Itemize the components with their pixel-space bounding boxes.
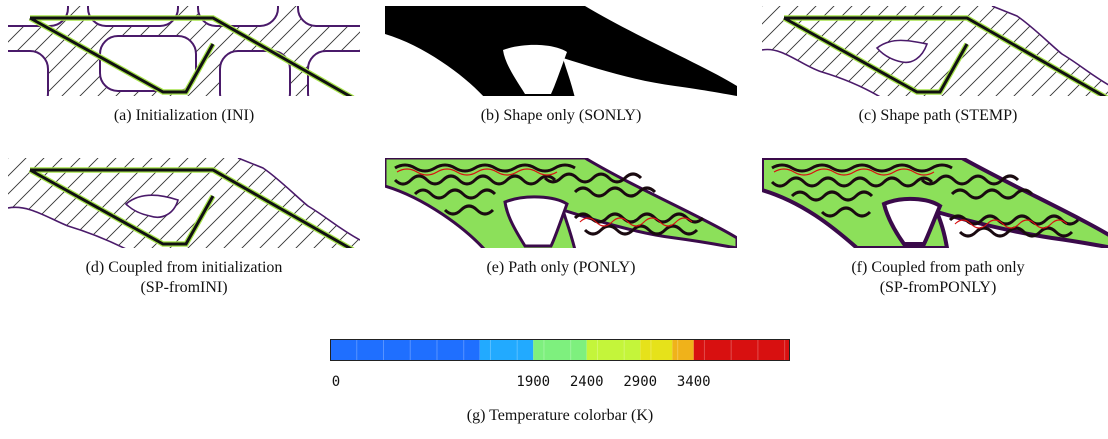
boundary	[237, 158, 360, 241]
boundary	[8, 206, 126, 248]
scan-path	[783, 16, 1107, 96]
hot-track	[773, 168, 1068, 229]
hot-track	[396, 168, 693, 227]
colorbar-border	[330, 339, 790, 361]
caption-f: (f) Coupled from path only (SP-fromPONLY…	[762, 258, 1108, 298]
shape-hole	[503, 195, 569, 248]
colorbar-segment	[672, 339, 694, 361]
boundary	[991, 6, 1108, 86]
caption-d-line1: (d) Coupled from initialization	[85, 259, 283, 276]
colorbar-segment	[533, 339, 587, 361]
scan-path	[29, 16, 353, 96]
caption-d: (d) Coupled from initialization (SP-from…	[8, 258, 360, 298]
hatch-fill	[762, 6, 1108, 96]
panel-e-path-only	[385, 158, 737, 248]
shape-hole	[881, 197, 943, 246]
shape-hole	[875, 39, 929, 64]
colorbar-segment	[586, 339, 641, 361]
panel-a-initialization	[8, 6, 360, 96]
colorbar-tick-label: 1900	[516, 374, 551, 390]
shape-hole	[124, 194, 179, 218]
caption-g: (g) Temperature colorbar (K)	[466, 407, 654, 424]
hatch-fill	[8, 158, 360, 248]
scan-path	[29, 168, 353, 248]
caption-b: (b) Shape only (SONLY)	[480, 107, 642, 124]
caption-c: (c) Shape path (STEMP)	[858, 107, 1018, 124]
shape-hole	[503, 44, 567, 94]
temperature-colorbar	[330, 339, 790, 361]
caption-f-line1: (f) Coupled from path only	[851, 259, 1025, 276]
caption-d-line2: (SP-fromINI)	[140, 279, 228, 296]
panel-f-coupled-from-path-only	[762, 158, 1108, 248]
boundary	[762, 48, 881, 96]
colorbar-segment	[640, 339, 673, 361]
panel-c-shape-path	[762, 6, 1108, 96]
caption-f-line2: (SP-fromPONLY)	[879, 279, 997, 296]
colorbar-segment	[479, 339, 534, 361]
colorbar-segment	[330, 339, 480, 361]
panel-d-coupled-from-initialization	[8, 158, 360, 248]
caption-a: (a) Initialization (INI)	[113, 107, 255, 124]
caption-e: (e) Path only (PONLY)	[486, 259, 636, 276]
colorbar-tick-label: 2400	[569, 374, 604, 390]
panel-b-shape-only	[385, 6, 737, 96]
colorbar-tick-label: 0	[331, 374, 341, 390]
colorbar-tick-label: 2900	[623, 374, 658, 390]
colorbar-segment	[693, 339, 790, 361]
colorbar-tick-label: 3400	[676, 374, 711, 390]
